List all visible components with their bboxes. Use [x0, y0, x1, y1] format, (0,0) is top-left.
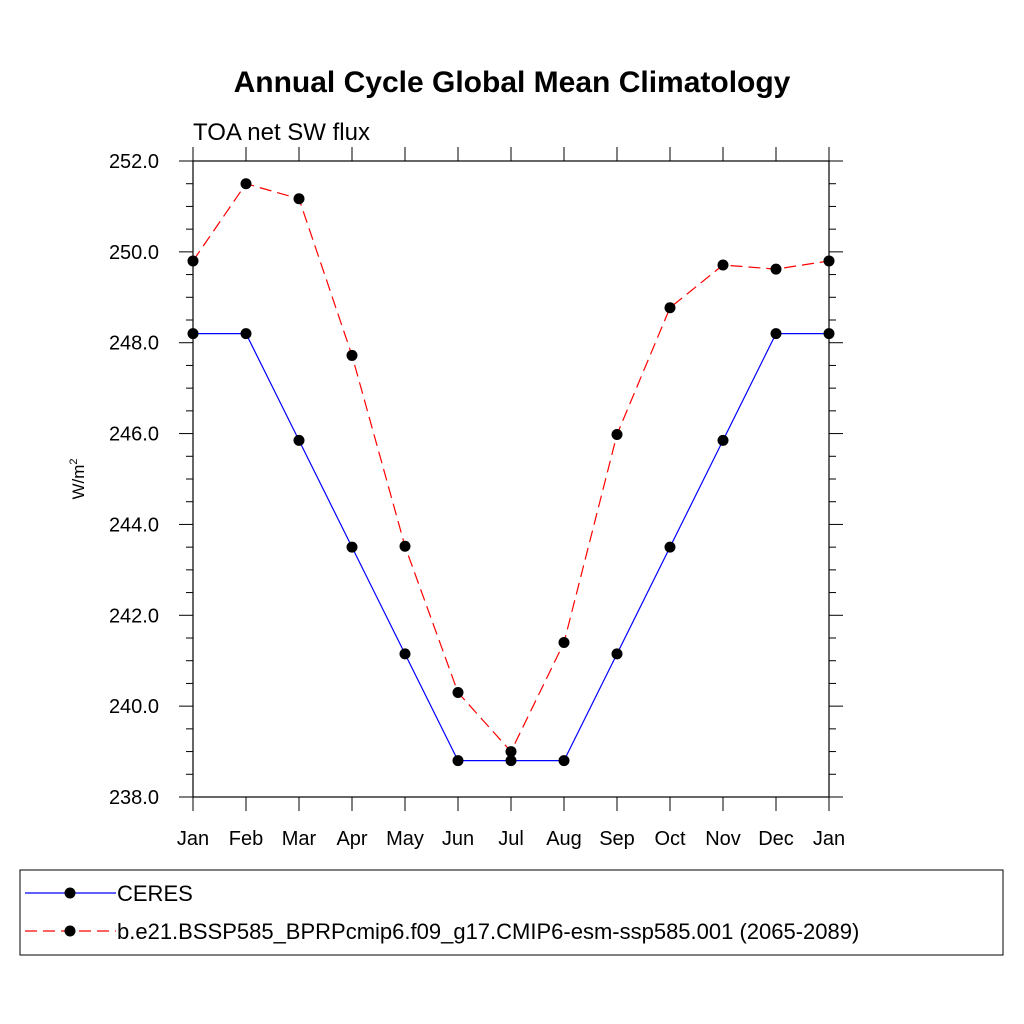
series-layer [187, 178, 835, 767]
series-point-1 [187, 255, 199, 267]
series-point-1 [346, 349, 358, 361]
x-tick-label: Jul [498, 828, 524, 850]
series-point-0 [399, 648, 411, 660]
x-tick-label: Dec [758, 828, 794, 850]
series-point-1 [505, 746, 517, 758]
legend-marker-0 [64, 887, 76, 899]
series-point-1 [399, 540, 411, 552]
series-point-1 [823, 255, 835, 267]
series-point-0 [611, 648, 623, 660]
series-point-1 [717, 259, 729, 271]
series-point-0 [452, 755, 464, 767]
series-point-0 [558, 755, 570, 767]
series-point-1 [452, 687, 464, 699]
axis-ticks: Jan Feb Mar Apr May Jun Jul Aug Sep Oct Nov Dec Jan 2… [109, 147, 845, 850]
legend-box [19, 869, 1004, 956]
series-point-0 [505, 755, 517, 767]
series-point-1 [664, 302, 676, 314]
series-line-0 [193, 333, 829, 762]
y-tick-label: 246.0 [109, 424, 159, 446]
chart-title: Annual Cycle Global Mean Climatology [234, 66, 791, 99]
series-point-1 [770, 263, 782, 275]
x-tick-label: Aug [546, 828, 582, 850]
series-point-0 [187, 328, 199, 340]
x-tick-label: May [386, 828, 424, 850]
y-tick-label: 238.0 [109, 787, 159, 809]
series-point-0 [346, 541, 358, 553]
y-axis-label-superscript: 2 [68, 458, 80, 464]
x-tick-label: Jan [813, 828, 845, 850]
series-point-1 [240, 178, 252, 190]
legend-marker-1 [64, 925, 76, 937]
legend-label-0: CERES [117, 881, 193, 906]
chart-subtitle: TOA net SW flux [193, 119, 370, 146]
x-tick-label: Sep [599, 828, 635, 850]
x-tick-label: Feb [229, 828, 263, 850]
y-axis-label: W/m2 [68, 458, 88, 499]
x-tick-label: Oct [654, 828, 686, 850]
x-tick-label: Jun [442, 828, 474, 850]
series-point-0 [664, 541, 676, 553]
series-point-0 [240, 328, 252, 340]
y-tick-label: 248.0 [109, 333, 159, 355]
series-point-0 [293, 434, 305, 446]
series-point-0 [717, 434, 729, 446]
legend-label-1: b.e21.BSSP585_BPRPcmip6.f09_g17.CMIP6-es… [117, 919, 859, 944]
y-tick-label: 250.0 [109, 242, 159, 264]
y-axis-label-text: W/m [69, 465, 88, 500]
x-tick-label: Nov [705, 828, 741, 850]
x-tick-label: Mar [282, 828, 317, 850]
y-tick-label: 252.0 [109, 151, 159, 173]
x-tick-label: Jan [177, 828, 209, 850]
y-tick-label: 244.0 [109, 514, 159, 536]
legend: CERES b.e21.BSSP585_BPRPcmip6.f09_g17.CMI… [25, 881, 859, 944]
series-point-1 [293, 193, 305, 205]
series-point-0 [823, 328, 835, 340]
series-point-0 [770, 328, 782, 340]
series-point-1 [611, 428, 623, 440]
plot-frame [192, 160, 830, 798]
y-tick-label: 240.0 [109, 696, 159, 718]
series-point-1 [558, 637, 570, 649]
y-tick-label: 242.0 [109, 605, 159, 627]
x-tick-label: Apr [336, 828, 367, 850]
series-line-1 [192, 183, 830, 753]
